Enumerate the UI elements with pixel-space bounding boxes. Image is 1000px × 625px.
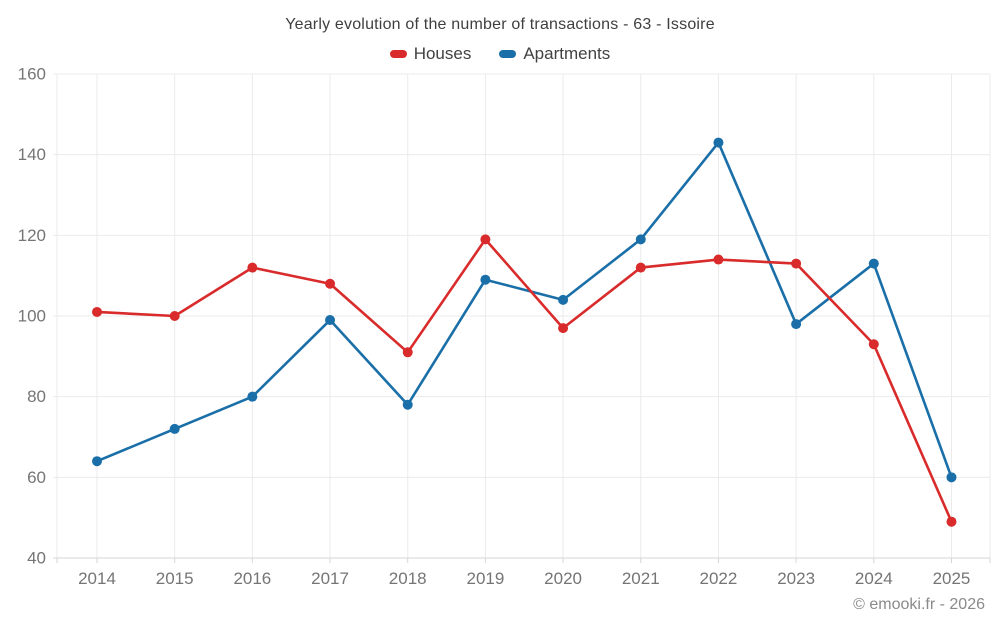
data-point[interactable]: [92, 456, 102, 467]
data-point[interactable]: [635, 262, 646, 273]
x-tick-label: 2015: [156, 569, 194, 588]
data-point[interactable]: [402, 347, 413, 358]
data-point[interactable]: [480, 274, 491, 285]
data-point[interactable]: [713, 137, 724, 148]
x-gridlines: [56, 74, 991, 558]
data-point[interactable]: [169, 311, 180, 321]
data-point[interactable]: [791, 258, 802, 269]
series-apartments: [92, 137, 957, 483]
copyright-text: © emooki.fr - 2026: [853, 596, 985, 613]
data-point[interactable]: [558, 294, 569, 305]
y-tick-label: 100: [18, 307, 46, 326]
apartments-color-swatch: [499, 50, 517, 58]
x-tick-label: 2020: [544, 569, 582, 588]
series-houses: [92, 234, 957, 527]
legend-item-apartments[interactable]: Apartments: [499, 44, 610, 64]
x-tick-label: 2014: [78, 569, 116, 588]
series-line: [95, 141, 953, 479]
series-line: [95, 238, 953, 524]
data-point[interactable]: [635, 234, 646, 245]
y-tick-label: 40: [27, 549, 46, 568]
x-tick-label: 2017: [311, 569, 349, 588]
data-point[interactable]: [480, 234, 491, 245]
data-point[interactable]: [325, 315, 336, 326]
data-point[interactable]: [402, 399, 413, 410]
data-point[interactable]: [791, 319, 802, 330]
y-gridlines: 160 140 120 100 80 60 40: [18, 65, 990, 568]
data-point[interactable]: [868, 258, 879, 269]
x-tick-label: 2021: [622, 569, 660, 588]
x-tick-label: 2018: [389, 569, 427, 588]
data-point[interactable]: [558, 323, 569, 334]
x-tick-label: 2023: [777, 569, 815, 588]
legend-item-houses[interactable]: Houses: [389, 44, 472, 64]
data-point[interactable]: [247, 262, 258, 273]
legend-label-apartments: Apartments: [523, 44, 611, 63]
y-tick-label: 60: [27, 468, 46, 487]
data-point[interactable]: [92, 306, 102, 317]
x-axis: 2014 2015 2016 2017 2018 2019 2020 2021 2022 2023…: [53, 557, 991, 588]
y-tick-label: 140: [18, 145, 46, 164]
x-tick-label: 2022: [700, 569, 738, 588]
chart-title: Yearly evolution of the number of transa…: [285, 16, 715, 33]
houses-color-swatch: [389, 50, 407, 58]
data-point[interactable]: [247, 391, 258, 402]
x-tick-label: 2024: [855, 569, 893, 588]
y-tick-label: 80: [27, 387, 46, 406]
legend: Houses Apartments: [0, 44, 1000, 64]
legend-label-houses: Houses: [413, 44, 472, 63]
data-point[interactable]: [946, 472, 957, 483]
data-point[interactable]: [325, 278, 336, 289]
x-tick-label: 2025: [933, 569, 971, 588]
data-point[interactable]: [868, 339, 879, 350]
x-tick-label: 2019: [466, 569, 504, 588]
data-point[interactable]: [713, 254, 724, 265]
y-tick-label: 120: [18, 226, 46, 245]
data-point[interactable]: [946, 516, 957, 527]
y-tick-label: 160: [18, 65, 46, 84]
x-tick-label: 2016: [233, 569, 271, 588]
data-point[interactable]: [169, 423, 180, 434]
